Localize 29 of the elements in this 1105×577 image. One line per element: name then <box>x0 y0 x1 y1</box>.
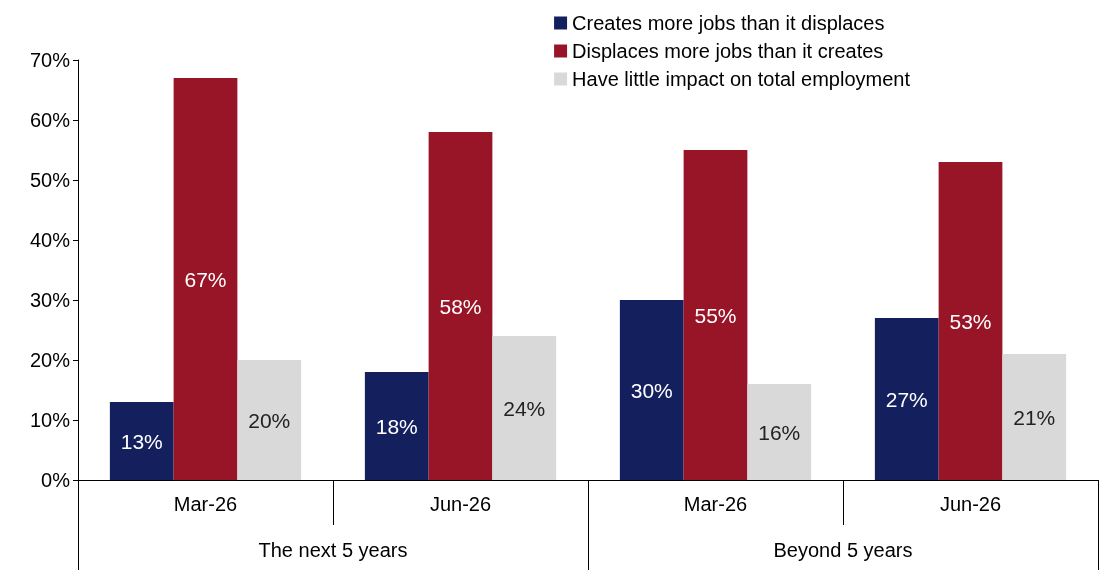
y-tick-label: 40% <box>29 229 71 251</box>
data-label: 21% <box>1013 405 1056 429</box>
y-tick-label: 50% <box>29 169 71 191</box>
data-label: 18% <box>375 414 418 438</box>
data-label: 30% <box>630 378 673 402</box>
y-tick-label: 20% <box>29 349 71 371</box>
data-label: 53% <box>949 309 992 333</box>
y-tick-label: 0% <box>41 469 71 491</box>
y-tick-label: 30% <box>29 289 71 311</box>
data-label: 58% <box>439 294 482 318</box>
legend-label: Have little impact on total employment <box>572 68 911 90</box>
data-label: 67% <box>184 267 227 291</box>
y-tick-label: 60% <box>29 109 71 131</box>
x-tick-label: Jun-26 <box>429 493 492 515</box>
data-label: 13% <box>120 429 163 453</box>
y-tick-label: 70% <box>29 49 71 71</box>
legend-label: Displaces more jobs than it creates <box>572 40 884 62</box>
text: Beyond 5 years <box>773 539 913 561</box>
data-label: 27% <box>885 387 928 411</box>
legend-label: Creates more jobs than it displaces <box>572 12 885 34</box>
x-tick-label: Jun-26 <box>939 493 1002 515</box>
data-label: 20% <box>248 408 291 432</box>
data-label: 16% <box>758 420 801 444</box>
text: The next 5 years <box>258 539 408 561</box>
x-tick-label: Mar-26 <box>173 493 238 515</box>
y-tick-label: 10% <box>29 409 71 431</box>
data-label: 55% <box>694 303 737 327</box>
x-tick-label: Mar-26 <box>683 493 748 515</box>
data-label: 24% <box>503 396 546 420</box>
